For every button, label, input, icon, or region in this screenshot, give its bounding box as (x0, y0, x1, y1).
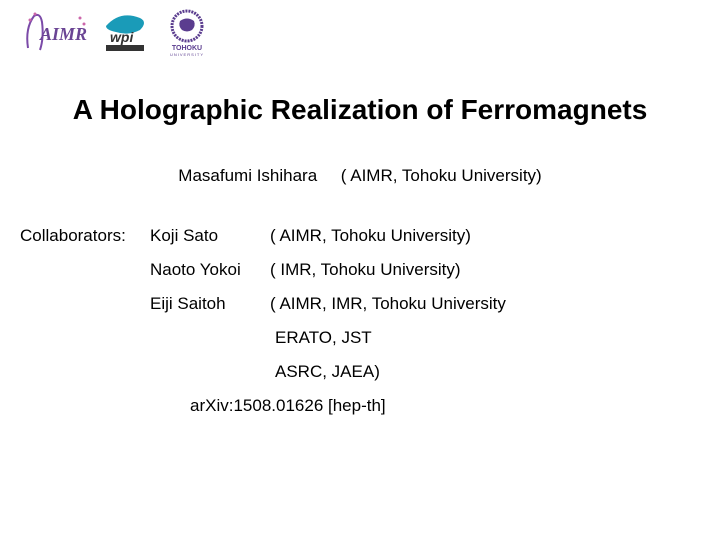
logo-row: AIMR wpi TOHOKU UNIVERSITY (0, 0, 720, 64)
svg-text:wpi: wpi (110, 29, 134, 45)
collaborators-label: Collaborators: (20, 226, 150, 246)
author-affil: ( AIMR, Tohoku University) (341, 166, 542, 185)
extra-affil: ERATO, JST (275, 328, 720, 348)
collab-row: Naoto Yokoi ( IMR, Tohoku University) (20, 260, 720, 280)
author-name: Masafumi Ishihara (178, 166, 317, 185)
svg-text:UNIVERSITY: UNIVERSITY (170, 52, 204, 56)
collab-row: Collaborators: Koji Sato ( AIMR, Tohoku … (20, 226, 720, 246)
arxiv-ref: arXiv:1508.01626 [hep-th] (190, 396, 720, 416)
collab-name: Naoto Yokoi (150, 260, 270, 280)
svg-text:AIMR: AIMR (39, 24, 87, 44)
collab-name: Koji Sato (150, 226, 270, 246)
collab-name: Eiji Saitoh (150, 294, 270, 314)
svg-text:TOHOKU: TOHOKU (172, 45, 202, 52)
aimr-logo: AIMR (20, 8, 90, 56)
wpi-logo: wpi (100, 8, 150, 56)
tohoku-logo: TOHOKU UNIVERSITY (160, 8, 214, 56)
collab-affil: ( AIMR, Tohoku University) (270, 226, 720, 246)
collab-row: Eiji Saitoh ( AIMR, IMR, Tohoku Universi… (20, 294, 720, 314)
collab-affil: ( IMR, Tohoku University) (270, 260, 720, 280)
author-line: Masafumi Ishihara ( AIMR, Tohoku Univers… (0, 166, 720, 186)
collab-affil: ( AIMR, IMR, Tohoku University (270, 294, 720, 314)
collaborators-block: Collaborators: Koji Sato ( AIMR, Tohoku … (0, 226, 720, 416)
slide-title: A Holographic Realization of Ferromagnet… (0, 94, 720, 126)
extra-affil: ASRC, JAEA) (275, 362, 720, 382)
